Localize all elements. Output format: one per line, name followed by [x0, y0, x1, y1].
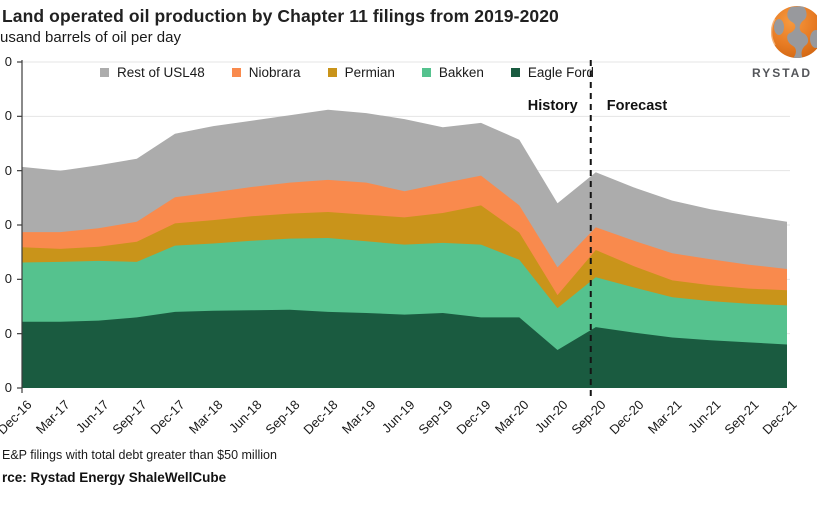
- legend-label: Bakken: [438, 65, 484, 80]
- legend-color-swatch-icon: [231, 68, 241, 77]
- y-axis-tick-label: 0: [4, 271, 12, 287]
- area-series-eagle-ford: [22, 309, 787, 388]
- legend-item: Permian: [327, 65, 395, 80]
- legend-color-swatch-icon: [100, 68, 109, 77]
- legend-item: Niobrara: [231, 65, 301, 80]
- legend-item: Rest of USL48: [100, 65, 205, 80]
- y-axis-tick-label: 0: [4, 162, 12, 178]
- y-axis-tick-label: 0: [4, 54, 12, 69]
- legend-item: Bakken: [421, 65, 484, 80]
- legend-label: Niobrara: [248, 65, 301, 80]
- legend-color-swatch-icon: [327, 68, 337, 77]
- chart-units-subtitle: usand barrels of oil per day: [0, 29, 181, 46]
- y-axis-tick-label: 0: [4, 380, 12, 395]
- y-axis-tick-label: 0: [4, 108, 12, 124]
- legend-item: Eagle Ford: [510, 65, 594, 80]
- brand-name: RYSTAD: [752, 66, 812, 80]
- y-axis-tick-label: 0: [4, 325, 12, 341]
- history-label: History: [527, 98, 578, 114]
- chart-footnote: E&P filings with total debt greater than…: [2, 448, 277, 462]
- y-axis-tick-label: 0: [4, 217, 12, 232]
- page-title: Land operated oil production by Chapter …: [2, 6, 559, 26]
- legend-label: Permian: [344, 65, 395, 80]
- brand-logo: RYSTAD: [752, 0, 817, 90]
- globe-icon: [771, 6, 817, 58]
- legend-color-swatch-icon: [510, 68, 520, 77]
- forecast-label: Forecast: [606, 98, 668, 114]
- legend-label: Eagle Ford: [527, 65, 594, 80]
- chart-legend: Rest of USL48 Niobrara Permian Bakken Eagle …: [100, 65, 594, 80]
- legend-label: Rest of USL48: [117, 65, 205, 80]
- source-credit: rce: Rystad Energy ShaleWellCube: [2, 470, 227, 485]
- legend-color-swatch-icon: [421, 68, 431, 77]
